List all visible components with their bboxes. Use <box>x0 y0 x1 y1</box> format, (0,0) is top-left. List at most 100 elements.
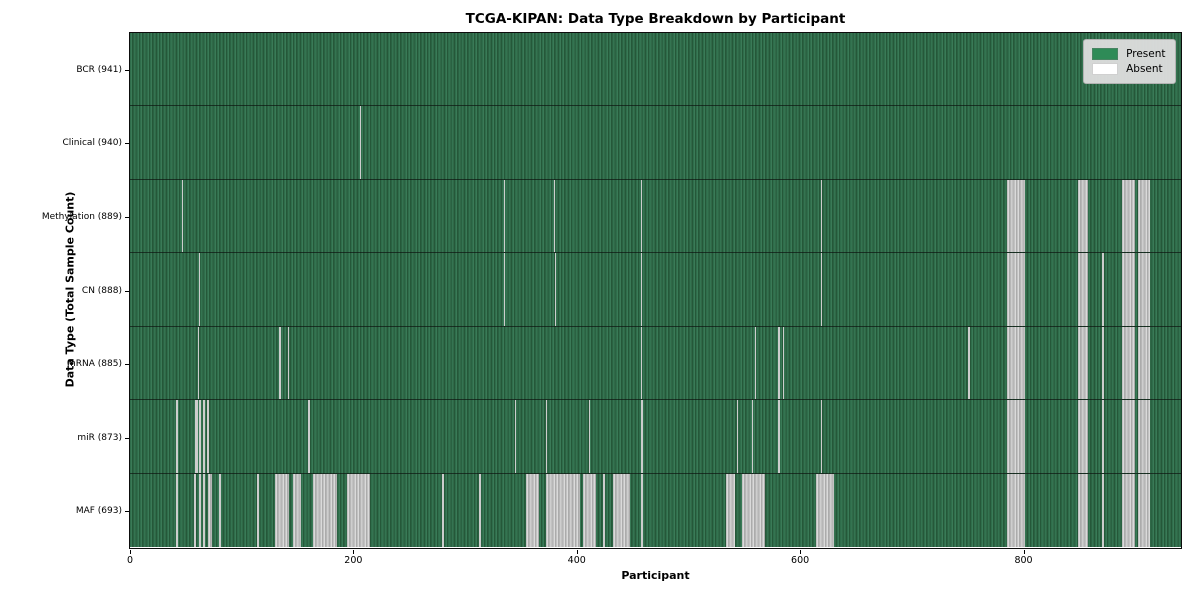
legend-swatch-absent <box>1092 62 1119 75</box>
legend-label-present: Present <box>1126 47 1166 60</box>
absent-stripe <box>782 326 785 400</box>
x-tick-mark <box>353 549 355 554</box>
absent-stripe <box>288 326 290 400</box>
absent-stripe <box>603 473 606 548</box>
absent-stripe <box>741 473 765 548</box>
absent-stripe <box>198 400 201 473</box>
absent-stripe <box>176 473 178 548</box>
absent-stripe <box>820 179 823 253</box>
chart-title: TCGA-KIPAN: Data Type Breakdown by Parti… <box>465 11 846 27</box>
legend-swatch-present <box>1092 47 1119 60</box>
absent-stripe <box>1138 179 1151 253</box>
absent-stripe <box>754 326 757 400</box>
x-tick-label-800: 800 <box>1014 555 1033 566</box>
absent-stripe <box>1102 326 1104 400</box>
absent-stripe <box>546 473 580 548</box>
y-tick-label-cn: CN (888) <box>81 285 122 296</box>
absent-stripe <box>555 253 557 326</box>
heatmap-row-maf <box>129 473 1181 548</box>
absent-stripe <box>820 400 823 473</box>
absent-stripe <box>582 473 597 548</box>
absent-stripe <box>1077 326 1088 400</box>
heatmap-row-clinical <box>129 106 1181 180</box>
heatmap-row-mrna <box>129 326 1181 401</box>
absent-stripe <box>1122 253 1135 326</box>
absent-stripe <box>1122 326 1135 400</box>
absent-stripe <box>1138 326 1151 400</box>
absent-stripe <box>1102 473 1104 548</box>
y-tick-label-methylation: Methylation (889) <box>41 211 122 222</box>
x-tick-label-200: 200 <box>344 555 363 566</box>
absent-stripe <box>1007 253 1026 326</box>
absent-stripe <box>1122 179 1135 253</box>
x-tick-mark <box>576 549 578 554</box>
y-tick-mark <box>124 143 129 145</box>
absent-stripe <box>1102 253 1104 326</box>
absent-stripe <box>737 400 739 473</box>
absent-stripe <box>176 400 178 473</box>
heatmap-row-bcr <box>129 32 1181 107</box>
absent-stripe <box>1077 400 1088 473</box>
absent-stripe <box>514 400 517 473</box>
heatmap-row-cn <box>129 253 1181 327</box>
y-tick-label-mrna: mRNA (885) <box>67 359 122 370</box>
absent-stripe <box>613 473 630 548</box>
absent-stripe <box>312 473 338 548</box>
absent-stripe <box>503 253 506 326</box>
absent-stripe <box>1122 400 1135 473</box>
absent-stripe <box>725 473 735 548</box>
absent-stripe <box>641 400 644 473</box>
absent-stripe <box>279 326 281 400</box>
absent-stripe <box>479 473 482 548</box>
absent-stripe <box>503 179 506 253</box>
legend-item-absent: Absent <box>1092 62 1165 75</box>
x-tick-mark <box>130 549 131 554</box>
plot-area: Present Absent <box>128 31 1182 549</box>
absent-stripe <box>347 473 370 548</box>
y-tick-label-maf: MAF (693) <box>75 506 122 517</box>
absent-stripe <box>778 400 780 473</box>
absent-stripe <box>553 179 556 253</box>
absent-stripe <box>968 326 970 400</box>
absent-stripe <box>256 473 260 548</box>
y-tick-label-clinical: Clinical (940) <box>62 138 122 149</box>
absent-stripe <box>1007 179 1026 253</box>
y-tick-mark <box>124 511 129 513</box>
x-tick-label-0: 0 <box>126 555 134 566</box>
x-tick-mark <box>800 549 802 554</box>
absent-stripe <box>194 473 197 548</box>
x-tick-mark <box>1023 549 1025 554</box>
x-tick-label-400: 400 <box>567 555 586 566</box>
absent-stripe <box>816 473 835 548</box>
y-tick-mark <box>124 364 129 366</box>
absent-stripe <box>181 179 184 253</box>
absent-stripe <box>641 179 643 253</box>
y-tick-label-mir: miR (873) <box>77 432 122 443</box>
absent-stripe <box>1077 179 1088 253</box>
absent-stripe <box>359 106 361 179</box>
absent-stripe <box>588 400 590 473</box>
absent-stripe <box>207 473 213 548</box>
absent-stripe <box>641 253 643 326</box>
absent-stripe <box>195 400 198 473</box>
absent-stripe <box>206 400 209 473</box>
absent-stripe <box>641 326 643 400</box>
absent-stripe <box>1077 473 1088 548</box>
absent-stripe <box>1138 253 1151 326</box>
absent-stripe <box>442 473 445 548</box>
y-tick-mark <box>124 216 129 218</box>
absent-stripe <box>1122 473 1135 548</box>
absent-stripe <box>525 473 540 548</box>
absent-stripe <box>308 400 311 473</box>
x-axis-title: Participant <box>621 569 690 582</box>
y-tick-mark <box>124 69 129 71</box>
legend: Present Absent <box>1083 38 1176 84</box>
legend-item-present: Present <box>1092 47 1166 60</box>
y-tick-label-bcr: BCR (941) <box>76 64 122 75</box>
absent-stripe <box>197 326 200 400</box>
absent-stripe <box>203 400 206 473</box>
absent-stripe <box>198 253 201 326</box>
legend-label-absent: Absent <box>1126 62 1163 75</box>
absent-stripe <box>751 400 753 473</box>
